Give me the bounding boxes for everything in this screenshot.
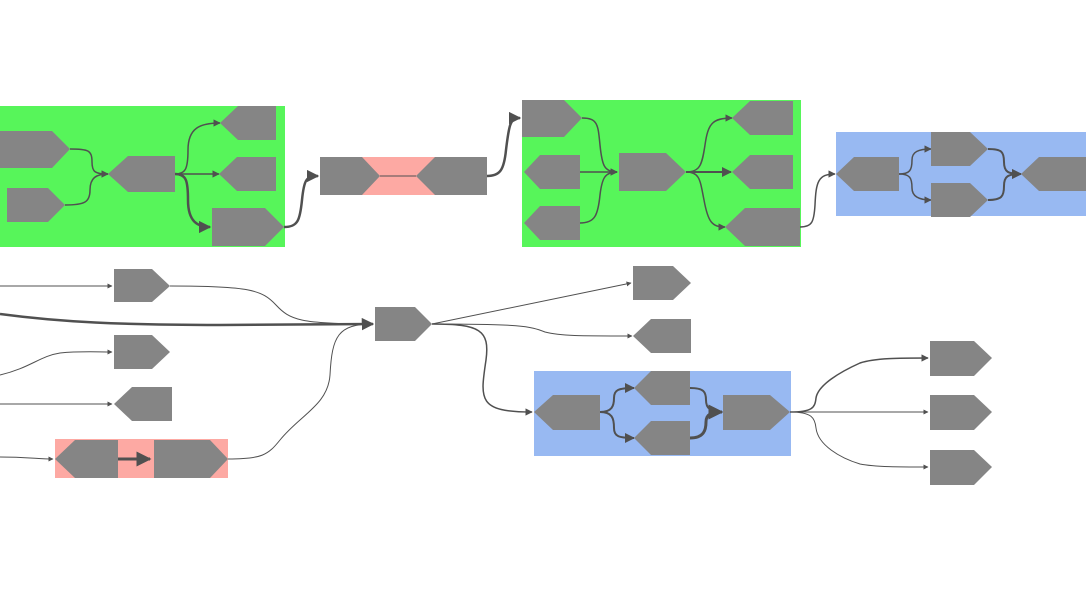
node	[723, 395, 790, 430]
edge	[431, 323, 533, 416]
edge	[898, 145, 932, 175]
edge	[227, 321, 374, 460]
edge	[486, 111, 522, 178]
edge	[69, 148, 109, 178]
edge	[581, 117, 618, 176]
node	[219, 157, 276, 191]
edge	[599, 383, 635, 413]
edge	[431, 281, 632, 325]
node	[633, 266, 691, 300]
node	[108, 156, 175, 192]
edge	[599, 411, 635, 443]
edge	[689, 404, 724, 440]
edge	[174, 119, 221, 175]
node	[7, 188, 65, 222]
edge	[799, 170, 836, 228]
node	[634, 421, 690, 455]
node	[320, 157, 380, 195]
node	[619, 153, 686, 191]
node	[524, 155, 580, 189]
node	[114, 269, 170, 302]
node	[534, 395, 600, 430]
edge	[685, 114, 733, 173]
node	[1021, 157, 1086, 191]
edge	[898, 173, 932, 204]
edge	[169, 285, 374, 327]
node	[930, 341, 992, 376]
node	[375, 307, 432, 341]
node	[930, 395, 992, 430]
edge	[283, 169, 320, 229]
edge	[789, 354, 929, 413]
node	[836, 157, 899, 191]
edge	[789, 411, 929, 470]
node	[931, 132, 988, 166]
edge	[987, 169, 1022, 201]
node	[524, 206, 580, 240]
node	[220, 106, 276, 140]
node	[154, 440, 228, 478]
node	[212, 208, 284, 246]
node	[633, 319, 691, 353]
node	[931, 183, 988, 217]
node	[55, 440, 118, 478]
edge	[0, 349, 113, 376]
edge	[579, 168, 618, 224]
edge	[685, 171, 726, 231]
edge	[987, 148, 1022, 179]
node	[732, 155, 793, 189]
node	[522, 100, 582, 137]
edge	[431, 323, 633, 339]
edge	[64, 170, 109, 206]
node	[634, 371, 690, 405]
node	[0, 131, 70, 168]
node	[114, 335, 170, 369]
node	[416, 157, 487, 195]
node	[732, 101, 793, 135]
node	[114, 387, 172, 421]
edge	[0, 312, 375, 331]
edge	[0, 456, 54, 462]
node	[725, 208, 800, 246]
node	[930, 450, 992, 485]
edge	[174, 172, 212, 234]
